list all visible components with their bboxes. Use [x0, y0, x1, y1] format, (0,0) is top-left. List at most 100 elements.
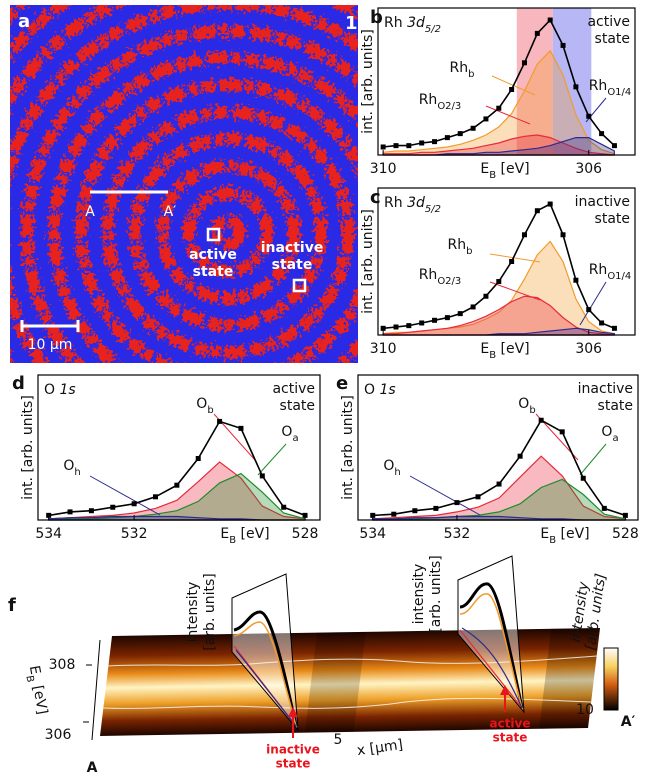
- data-point: [380, 144, 386, 150]
- arrow-label: state: [276, 757, 311, 771]
- label-sub: b: [207, 405, 213, 416]
- map-pattern: [10, 5, 358, 363]
- frame-number: 1: [345, 13, 358, 34]
- pattern-ring: [48, 52, 358, 363]
- arrow-label: active: [489, 717, 530, 731]
- component-area: [372, 478, 626, 521]
- data-point: [259, 473, 265, 479]
- x-tick-label: 534: [359, 526, 386, 542]
- data-point: [174, 482, 180, 488]
- data-point: [457, 311, 463, 317]
- label-main: E: [480, 161, 489, 177]
- plot-frame: [377, 187, 636, 336]
- colorbar: [603, 647, 619, 711]
- pattern-ring: [183, 187, 273, 277]
- state-label: active: [587, 14, 630, 30]
- x-axis-label: EB [eV]: [540, 526, 589, 546]
- state-label: active: [272, 381, 315, 397]
- title-part: 1s: [379, 382, 395, 398]
- panel-letter: f: [8, 595, 16, 616]
- scale-bar: [20, 320, 80, 332]
- component-label: Rhb: [448, 237, 473, 257]
- profile-end: A′: [621, 714, 636, 730]
- data-point: [534, 208, 540, 214]
- panel-a: a 1 A A′ active state inactive state 10 …: [10, 5, 358, 363]
- plot-frame: [377, 7, 636, 156]
- data-point: [391, 511, 397, 517]
- data-point: [419, 320, 425, 326]
- component-label: Oh: [63, 458, 80, 478]
- chart-title: O 1s: [44, 382, 76, 398]
- energy-window: [552, 8, 592, 155]
- panel-letter: d: [12, 373, 25, 394]
- label-main: O: [196, 396, 207, 412]
- data-point: [131, 501, 137, 507]
- x-tick-label: 528: [292, 526, 319, 542]
- leader-line: [409, 475, 481, 516]
- title-part: Rh: [384, 15, 407, 31]
- state-label: inactive: [578, 381, 633, 397]
- data-point: [457, 131, 463, 137]
- panel-letter: b: [370, 7, 383, 28]
- label-sub: B: [229, 535, 236, 546]
- x-tick-label: 310: [370, 341, 397, 357]
- data-point: [412, 508, 418, 514]
- plot-area: [358, 375, 638, 520]
- profile-start: A: [87, 760, 98, 775]
- data-point: [599, 320, 605, 326]
- profile-start: A: [85, 204, 95, 220]
- panel-f: f 308 306 EB [eV] Rh 3d5/2 A A′ 5 10 x […: [8, 555, 636, 775]
- data-point: [475, 494, 481, 500]
- data-point: [380, 325, 386, 331]
- leader-line: [489, 253, 541, 263]
- component-label: Oa: [281, 424, 298, 444]
- label-sub: O1/4: [607, 271, 631, 282]
- label-sub: b: [466, 246, 472, 257]
- component-label: Oh: [383, 458, 400, 478]
- leader-line: [489, 281, 541, 301]
- leader-line: [579, 281, 607, 326]
- label-main: Rh: [589, 78, 608, 94]
- data-point: [195, 456, 201, 462]
- label-main: Rh: [448, 237, 467, 253]
- data-point: [406, 143, 412, 149]
- inset-label: [arb. units]: [428, 555, 444, 632]
- label-sub: B: [489, 170, 496, 181]
- data-point: [433, 505, 439, 511]
- chart-title: Rh 3d5/2: [384, 195, 441, 215]
- data-point: [611, 325, 617, 331]
- data-point: [393, 143, 399, 149]
- x-tick-label: 10: [576, 702, 594, 718]
- inset-label: [arb. units]: [202, 573, 218, 650]
- data-point: [110, 504, 116, 510]
- title-part: 3d: [407, 195, 425, 211]
- component-area: [382, 134, 615, 156]
- inset-inactive: intensity [arb. units]: [185, 573, 299, 732]
- data-point: [393, 324, 399, 330]
- data-point: [406, 323, 412, 329]
- data-point: [496, 105, 502, 111]
- data-point: [470, 304, 476, 310]
- x-axis-label: x [µm]: [356, 737, 404, 759]
- roi-label: inactive: [261, 240, 324, 256]
- profile-end: A′: [164, 204, 177, 220]
- label-main: E: [220, 526, 229, 542]
- state-label: state: [595, 211, 630, 227]
- label-sub: h: [74, 467, 80, 478]
- state-label: state: [595, 31, 630, 47]
- data-point: [586, 307, 592, 313]
- pattern-ring: [21, 25, 358, 363]
- component-area: [382, 295, 615, 336]
- component-area: [382, 49, 615, 156]
- data-point: [470, 125, 476, 131]
- data-point: [483, 116, 489, 122]
- label-sub: O2/3: [437, 276, 461, 287]
- label-main: [eV]: [236, 526, 270, 542]
- x-tick-label: 306: [575, 161, 602, 177]
- pattern-ring: [102, 106, 354, 358]
- leader-line: [257, 443, 287, 476]
- roi-box: [292, 278, 307, 293]
